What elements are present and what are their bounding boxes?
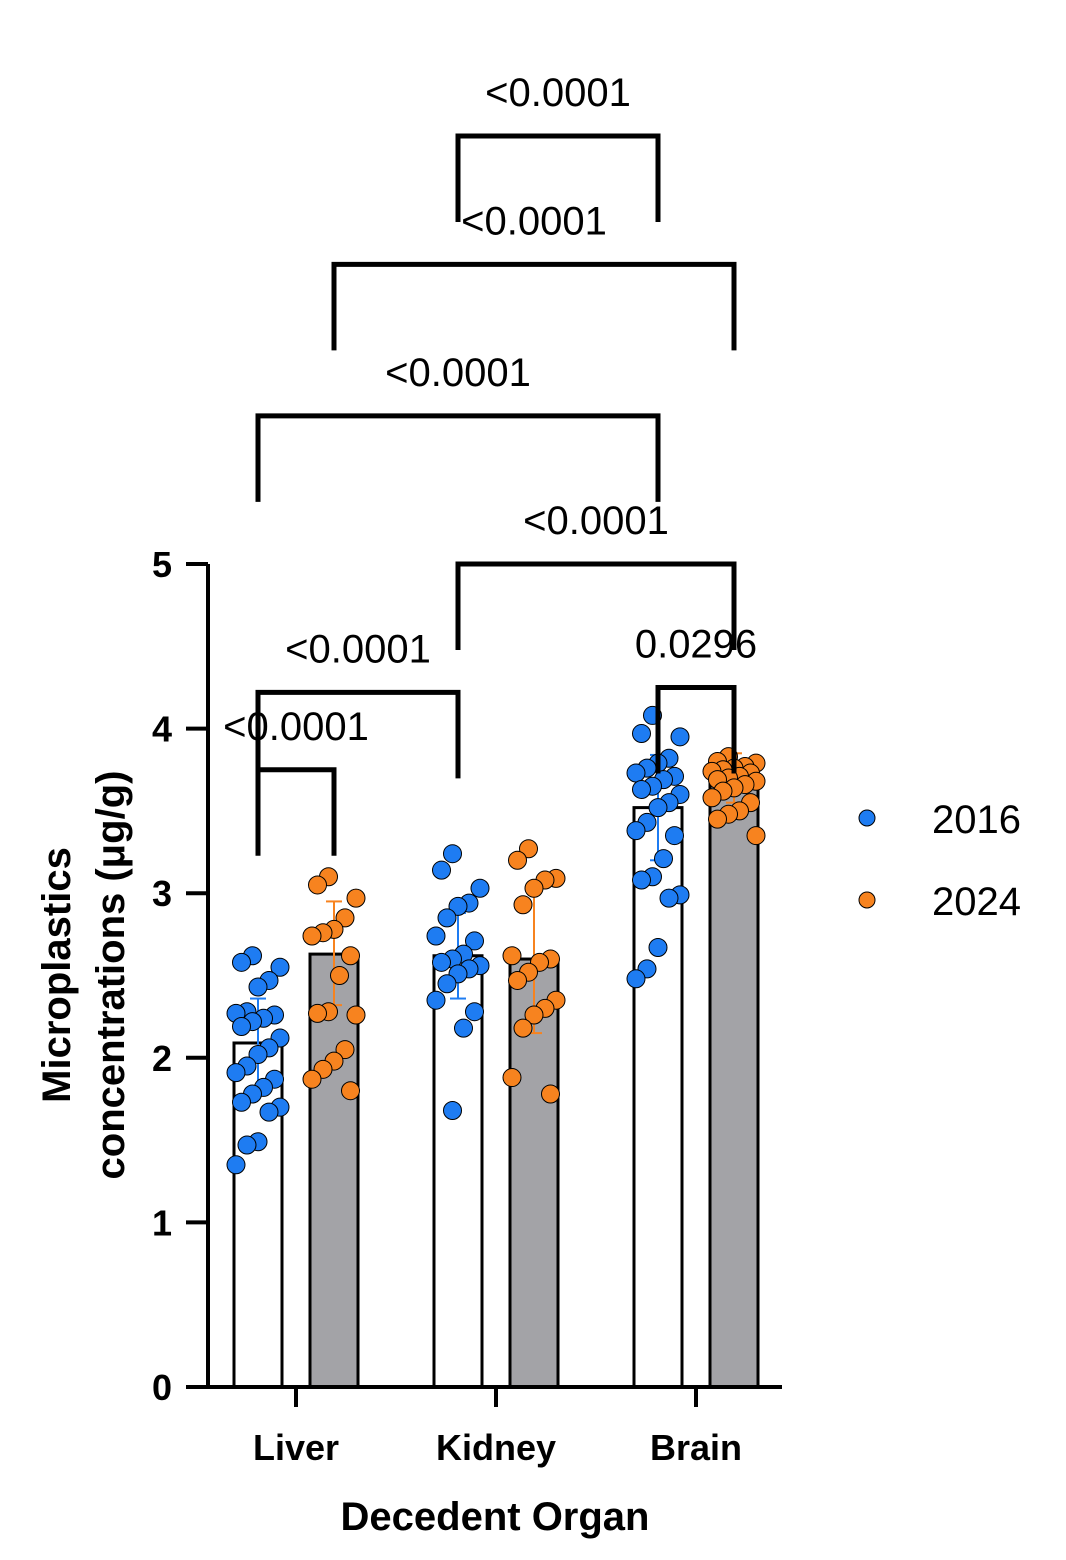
y-axis-title-line: Microplastics <box>35 847 79 1103</box>
x-tick-label-liver: Liver <box>253 1427 339 1468</box>
data-point-2016 <box>665 826 684 846</box>
legend-label-2016: 2016 <box>932 798 1021 842</box>
data-point-2024 <box>308 1003 327 1023</box>
significance-bracket <box>255 767 337 856</box>
significance-bracket <box>455 561 737 650</box>
data-point-2016 <box>426 926 446 946</box>
y-tick-label: 1 <box>152 1202 172 1243</box>
bar-2024-brain <box>708 776 760 1389</box>
significance-brackets-layer: <0.0001 <0.0001 0.0296 <0.0001 <0.0001 <0.000… <box>223 71 757 856</box>
data-point-2016 <box>226 1063 246 1083</box>
data-point-2024 <box>508 850 527 870</box>
data-point-2016 <box>437 974 457 994</box>
data-point-2016 <box>648 938 668 958</box>
legend-marker-2024 <box>858 891 876 909</box>
data-point-2016 <box>248 977 268 997</box>
data-point-2024 <box>502 1068 522 1088</box>
p-value-label: <0.0001 <box>223 705 369 749</box>
data-point-2016 <box>659 888 679 908</box>
data-point-2016 <box>626 763 646 783</box>
y-tick-label: 5 <box>152 544 172 585</box>
legend-label-2024: 2024 <box>932 880 1021 924</box>
data-point-2016 <box>248 1045 268 1065</box>
data-point-2016 <box>465 1002 484 1022</box>
data-point-2024 <box>330 966 349 985</box>
p-value-label: <0.0001 <box>385 351 531 395</box>
y-tick-label: 2 <box>152 1038 172 1079</box>
data-point-2024 <box>308 875 327 895</box>
data-point-2016 <box>226 1155 246 1175</box>
data-point-2024 <box>335 1040 355 1060</box>
data-point-2016 <box>470 878 490 898</box>
data-point-2016 <box>632 724 651 744</box>
data-point-2024 <box>508 970 527 990</box>
data-point-2016 <box>443 844 462 864</box>
data-point-2024 <box>524 1005 544 1025</box>
p-value-label: <0.0001 <box>285 627 431 671</box>
data-point-2016 <box>443 1100 462 1120</box>
data-point-2024 <box>708 809 727 829</box>
data-point-2016 <box>437 908 457 928</box>
data-point-2024 <box>346 1005 366 1025</box>
data-point-2024 <box>502 946 522 966</box>
data-point-2016 <box>670 727 690 747</box>
bar-2024-liver <box>308 952 360 1389</box>
data-point-2016 <box>448 896 468 916</box>
data-point-2016 <box>654 849 673 869</box>
data-point-2024 <box>302 1069 322 1089</box>
data-point-2016 <box>432 860 451 880</box>
y-tick-label: 4 <box>152 709 172 750</box>
data-point-2024 <box>302 926 322 946</box>
data-point-2024 <box>335 908 355 928</box>
significance-bracket <box>255 689 461 779</box>
data-point-2016 <box>270 957 290 977</box>
data-point-2016 <box>232 952 251 972</box>
data-point-2016 <box>648 798 668 818</box>
significance-bracket <box>655 684 737 774</box>
x-tick-label-brain: Brain <box>650 1427 742 1468</box>
y-tick-label: 0 <box>152 1367 172 1408</box>
data-point-2024 <box>341 946 360 966</box>
data-point-2024 <box>513 1018 533 1038</box>
significance-bracket <box>455 133 661 223</box>
y-axis-title-line: concentrations (μg/g) <box>89 771 133 1180</box>
legend: 2016 2024 <box>858 798 1021 924</box>
x-axis-title: Decedent Organ <box>341 1495 650 1539</box>
y-axis-title: Microplastics concentrations (μg/g) <box>35 771 133 1180</box>
data-point-2024 <box>341 1081 360 1101</box>
data-point-2016 <box>259 1102 279 1122</box>
data-point-2016 <box>626 969 646 989</box>
legend-marker-2016 <box>858 809 876 827</box>
data-point-2016 <box>426 990 446 1010</box>
data-point-2024 <box>746 826 766 846</box>
data-point-2016 <box>232 1017 251 1037</box>
data-point-2016 <box>465 931 484 951</box>
data-point-2024 <box>524 878 544 898</box>
data-point-2016 <box>632 870 651 890</box>
p-value-label: <0.0001 <box>461 199 607 243</box>
data-point-2016 <box>626 821 646 841</box>
data-point-2024 <box>346 888 366 908</box>
points-layer <box>226 705 766 1175</box>
data-point-2016 <box>237 1135 257 1155</box>
significance-bracket <box>331 261 737 351</box>
data-point-2024 <box>513 895 533 915</box>
significance-bracket <box>255 413 661 502</box>
p-value-label: <0.0001 <box>523 499 669 543</box>
data-point-2016 <box>632 780 651 800</box>
data-point-2016 <box>432 952 451 972</box>
y-tick-label: 3 <box>152 873 172 914</box>
data-point-2016 <box>454 1018 473 1038</box>
p-value-label: 0.0296 <box>635 622 757 666</box>
data-point-2024 <box>541 1084 560 1104</box>
data-point-2024 <box>519 839 538 859</box>
data-point-2024 <box>702 788 722 808</box>
x-tick-label-kidney: Kidney <box>436 1427 556 1468</box>
data-point-2016 <box>232 1092 251 1112</box>
p-value-label: <0.0001 <box>485 71 631 115</box>
